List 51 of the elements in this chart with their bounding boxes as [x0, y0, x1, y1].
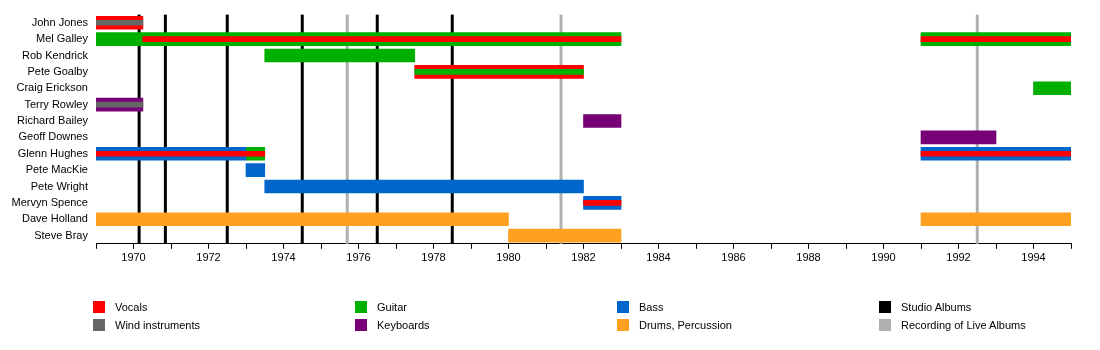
legend-label: Guitar — [377, 301, 407, 313]
y-tick-label: Pete Wright — [30, 179, 88, 192]
legend-label: Wind instruments — [115, 319, 200, 331]
x-tick-label: 1988 — [796, 251, 821, 264]
bar — [920, 212, 1071, 227]
legend-label: Bass — [639, 301, 664, 313]
y-tick-label: Geoff Downes — [18, 130, 89, 143]
y-tick-label: Pete MacKie — [25, 163, 88, 176]
y-tick-label: John Jones — [31, 15, 89, 28]
y-tick-label: Glenn Hughes — [17, 146, 89, 159]
bar — [96, 212, 509, 227]
y-tick-label: Craig Erickson — [16, 81, 88, 94]
y-tick-label: Mervyn Spence — [11, 195, 88, 208]
y-tick-label: Rob Kendrick — [21, 48, 89, 61]
legend-label: Vocals — [115, 301, 148, 313]
x-tick-label: 1990 — [871, 251, 896, 264]
legend-label: Drums, Percussion — [639, 319, 732, 331]
bar — [508, 228, 622, 243]
x-tick-label: 1970 — [121, 251, 146, 264]
x-tick-label: 1976 — [346, 251, 371, 264]
legend-label: Recording of Live Albums — [901, 319, 1026, 331]
bar — [96, 150, 266, 157]
bar — [245, 163, 266, 177]
x-tick-label: 1978 — [421, 251, 446, 264]
y-tick-label: Steve Bray — [34, 228, 89, 241]
bar — [583, 114, 622, 128]
y-tick-label: Richard Bailey — [17, 114, 89, 127]
x-tick-label: 1986 — [721, 251, 746, 264]
bar — [264, 48, 416, 63]
bar — [264, 179, 584, 194]
bar — [142, 36, 622, 42]
x-tick-label: 1972 — [196, 251, 221, 264]
bar — [920, 130, 997, 145]
legend-label: Keyboards — [377, 319, 430, 331]
x-tick-label: 1982 — [571, 251, 596, 264]
x-tick-label: 1984 — [646, 251, 671, 264]
bar — [96, 19, 144, 26]
y-tick-label: Mel Galley — [36, 32, 89, 45]
legend-label: Studio Albums — [901, 301, 972, 313]
bar — [414, 69, 584, 75]
x-tick-label: 1980 — [496, 251, 521, 264]
bar — [920, 36, 1071, 42]
x-tick-label: 1994 — [1021, 251, 1046, 264]
bar — [1033, 81, 1071, 96]
x-tick-label: 1992 — [946, 251, 971, 264]
x-tick-label: 1974 — [271, 251, 296, 264]
y-tick-label: Dave Holland — [21, 212, 88, 225]
bar — [583, 200, 622, 206]
bar — [920, 150, 1071, 157]
y-tick-label: Terry Rowley — [24, 97, 89, 110]
y-tick-label: Pete Goalby — [27, 64, 89, 77]
